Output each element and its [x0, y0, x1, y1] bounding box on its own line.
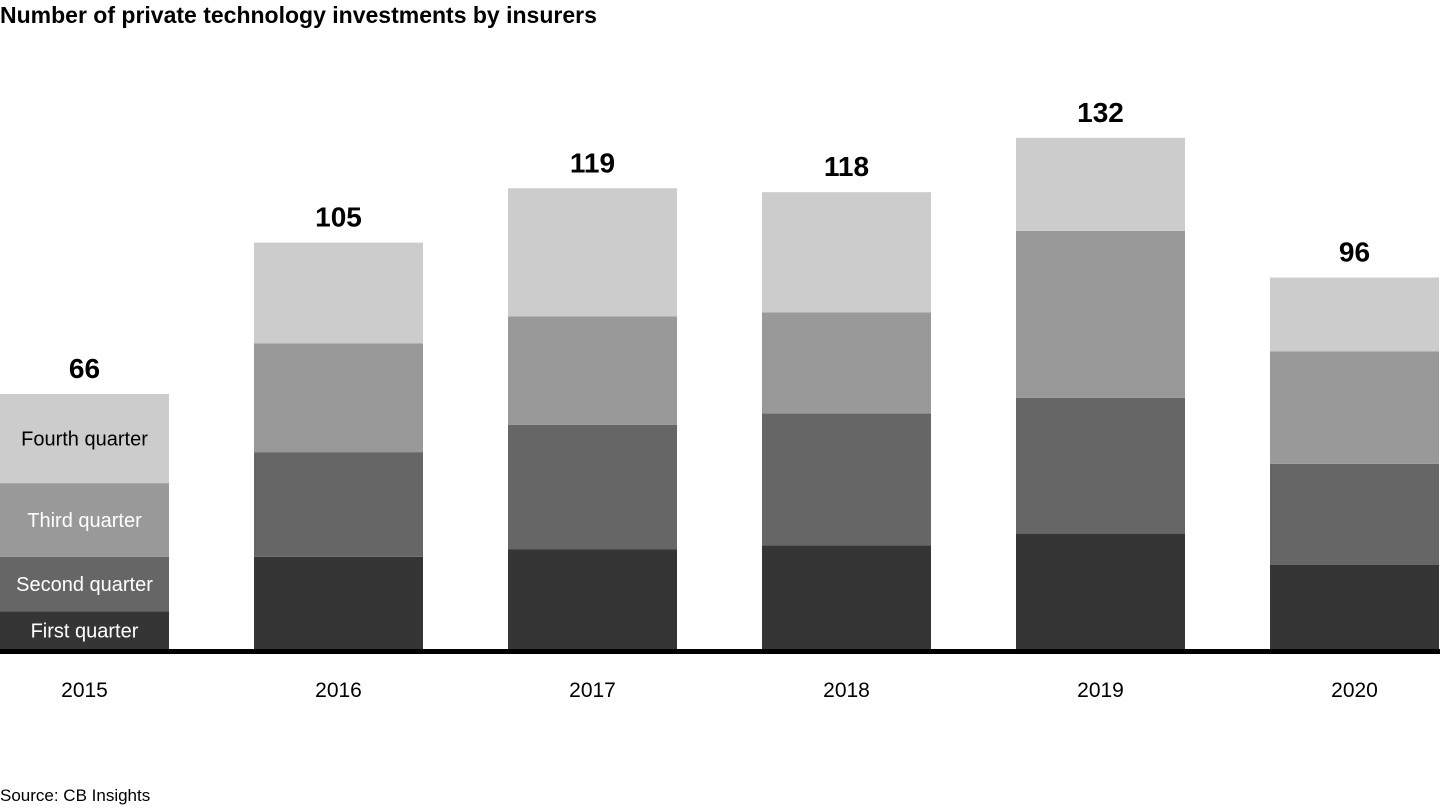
chart-title: Number of private technology investments…: [0, 2, 597, 28]
bar-segment-2020-q4: [1270, 277, 1439, 352]
x-tick-label-2020: 2020: [1331, 679, 1378, 702]
bar-segment-2017-q3: [508, 316, 677, 425]
total-label-2016: 105: [315, 202, 362, 233]
legend-label-3: Third quarter: [27, 510, 142, 532]
bar-segment-2016-q2: [254, 452, 423, 557]
bar-segment-2019-q2: [1016, 397, 1185, 534]
x-tick-label-2018: 2018: [823, 679, 870, 702]
bar-segment-2018-q2: [762, 413, 931, 546]
bar-segment-2020-q3: [1270, 351, 1439, 464]
total-label-2020: 96: [1339, 237, 1370, 268]
bar-segment-2020-q1: [1270, 564, 1439, 650]
stacked-bar-chart: First quarter Second quarter Third quarter…: [0, 97, 1440, 702]
x-axis-baseline: [0, 649, 1440, 654]
bar-segment-2019-q1: [1016, 533, 1185, 650]
total-label-2017: 119: [570, 147, 615, 178]
bar-segment-2018-q1: [762, 545, 931, 650]
total-label-2018: 118: [824, 151, 869, 182]
bar-segment-2015-q1: [0, 611, 169, 650]
bar-segment-2015-q3: [0, 483, 169, 557]
legend-label-2: Second quarter: [16, 574, 153, 596]
bar-segment-2015-q2: [0, 556, 169, 612]
bar-segment-2019-q3: [1016, 230, 1185, 398]
bar-segment-2020-q2: [1270, 463, 1439, 565]
bar-segment-2017-q2: [508, 424, 677, 550]
bar-segment-2018-q4: [762, 192, 931, 313]
total-label-2015: 66: [69, 353, 100, 384]
source-note: Source: CB Insights: [0, 786, 151, 805]
x-tick-label-2015: 2015: [61, 679, 108, 702]
legend-label-4: Fourth quarter: [21, 429, 148, 451]
x-tick-label-2016: 2016: [315, 679, 362, 702]
total-label-2019: 132: [1077, 97, 1124, 128]
bar-segment-2018-q3: [762, 312, 931, 414]
legend-label-1: First quarter: [31, 621, 139, 643]
bar-segment-2019-q4: [1016, 137, 1185, 231]
bar-segment-2015-q4: [0, 393, 169, 484]
bar-segment-2017-q1: [508, 549, 677, 650]
bar-segment-2016-q4: [254, 242, 423, 344]
x-tick-label-2019: 2019: [1077, 679, 1124, 702]
bar-segment-2016-q3: [254, 343, 423, 453]
bar-segment-2016-q1: [254, 556, 423, 650]
bar-segment-2017-q4: [508, 188, 677, 317]
x-tick-label-2017: 2017: [569, 679, 616, 702]
